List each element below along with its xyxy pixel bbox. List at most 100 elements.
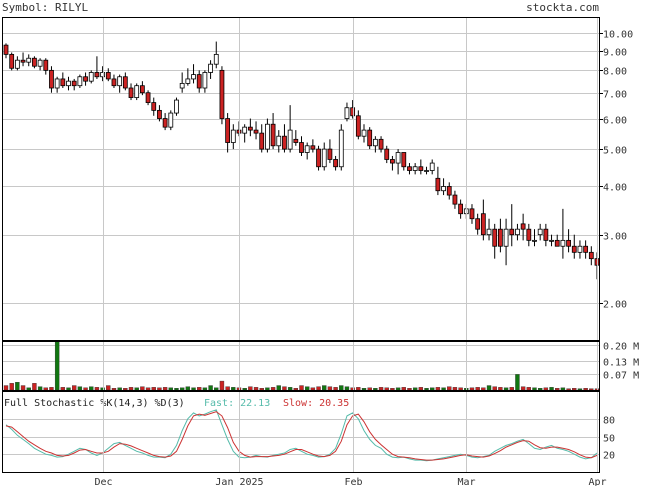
volume-bar (214, 388, 218, 390)
candle-body (498, 229, 502, 246)
candle-body (123, 77, 127, 88)
candle-body (436, 178, 440, 190)
volume-bar (146, 388, 150, 390)
volume-bar (447, 387, 451, 390)
candle-body (419, 167, 423, 171)
candle-body (572, 246, 576, 252)
candlestick (368, 127, 372, 149)
candle-body (470, 209, 474, 219)
volume-bar (129, 387, 133, 390)
volume-bar (419, 387, 423, 390)
volume-bar (237, 388, 241, 390)
stochastic-slow-label: Slow: 20.35 (283, 398, 349, 409)
candle-body (186, 79, 190, 83)
volume-bar (317, 387, 321, 390)
volume-bar (260, 388, 264, 390)
volume-bar (44, 388, 48, 390)
volume-bar (362, 388, 366, 390)
candlestick (10, 52, 14, 70)
candle-body (254, 130, 258, 133)
y-tick-label: 4.00 (603, 183, 627, 194)
volume-bar (61, 387, 65, 390)
candle-body (106, 72, 110, 78)
volume-bar (271, 387, 275, 390)
candle-body (328, 149, 332, 159)
candle-body (180, 83, 184, 88)
candlestick (174, 98, 178, 116)
volume-bar (226, 387, 230, 390)
candle-body (78, 77, 82, 86)
candlestick (169, 110, 173, 130)
candle-body (84, 77, 88, 81)
volume-bar (402, 387, 406, 390)
candle-body (334, 159, 338, 166)
volume-bar (265, 388, 269, 390)
symbol-label: Symbol: RILYL (2, 1, 88, 14)
volume-tick-label: 0.13 M (603, 358, 639, 369)
volume-bar (180, 388, 184, 390)
y-tick-label: 6.00 (603, 116, 627, 127)
candle-body (203, 72, 207, 88)
candle-body (550, 240, 554, 241)
volume-bar (220, 381, 224, 390)
candle-body (49, 70, 53, 88)
candle-body (356, 116, 360, 136)
volume-bar (339, 386, 343, 390)
candle-body (584, 246, 588, 252)
candle-body (413, 167, 417, 171)
candle-body (55, 79, 59, 88)
volume-bar (254, 387, 258, 390)
y-tick-label: 9.00 (603, 48, 627, 59)
volume-tick-label: 0.20 M (603, 342, 639, 353)
volume-bar (345, 387, 349, 390)
volume-bar (152, 387, 156, 390)
stochastic-title: Full Stochastic %K(14,3) %D(3) (4, 398, 185, 409)
candle-body (447, 186, 451, 195)
volume-bar (533, 388, 537, 390)
candlestick (135, 83, 139, 100)
site-label: stockta.com (526, 1, 599, 14)
candle-body (317, 149, 321, 167)
volume-bar (174, 388, 178, 390)
candle-body (237, 130, 241, 133)
volume-bar (243, 388, 247, 390)
candle-body (118, 77, 122, 86)
candle-body (345, 108, 349, 119)
volume-bar (203, 388, 207, 390)
volume-bar (555, 388, 559, 390)
y-tick-label: 2.00 (603, 300, 627, 311)
candle-body (135, 86, 139, 98)
candle-body (294, 139, 298, 142)
candle-body (527, 229, 531, 240)
candle-body (32, 58, 36, 66)
volume-bar (544, 388, 548, 390)
volume-bar (356, 387, 360, 390)
volume-bar (118, 388, 122, 390)
volume-bar (379, 387, 383, 390)
candle-body (243, 127, 247, 133)
candle-body (282, 136, 286, 149)
candle-body (271, 124, 275, 146)
volume-bar (231, 387, 235, 390)
volume-bar (55, 341, 59, 390)
volume-bar (390, 388, 394, 390)
candle-body (362, 130, 366, 136)
candle-body (459, 204, 463, 214)
volume-bar (481, 388, 485, 390)
volume-bar (527, 387, 531, 390)
candle-body (72, 81, 76, 86)
candlestick (146, 90, 150, 105)
candle-body (10, 54, 14, 68)
volume-bar (157, 388, 161, 390)
volume-bar (561, 388, 565, 390)
volume-bar (498, 387, 502, 390)
volume-bar (459, 388, 463, 390)
volume-tick-label: 0.07 M (603, 371, 639, 382)
volume-bar (248, 387, 252, 390)
candle-body (38, 60, 42, 66)
y-tick-label: 8.00 (603, 67, 627, 78)
candle-body (15, 60, 19, 68)
volume-bar (140, 387, 144, 390)
volume-bar (538, 388, 542, 390)
